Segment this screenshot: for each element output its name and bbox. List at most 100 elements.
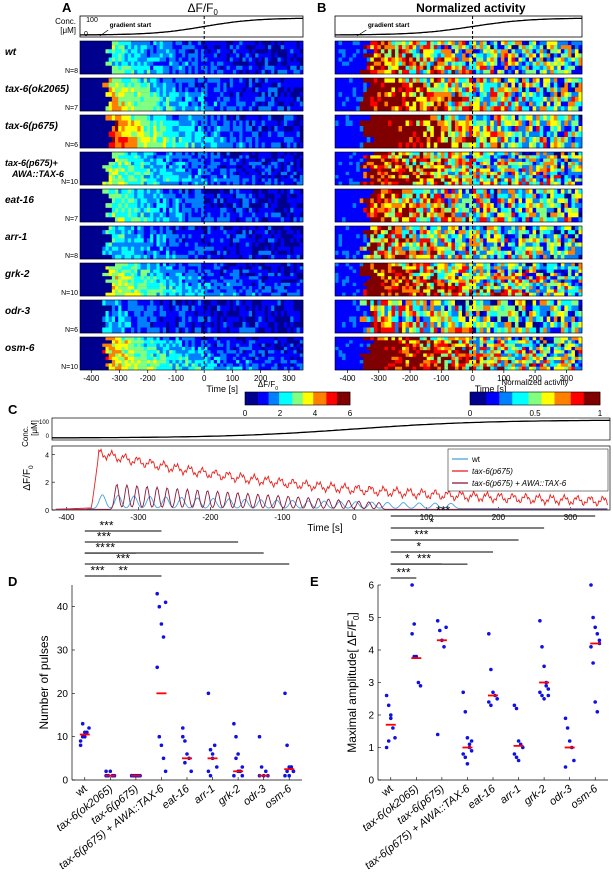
heatmap-cell bbox=[220, 279, 224, 283]
heatmap-cell bbox=[188, 193, 192, 199]
heatmap-cell bbox=[264, 230, 269, 235]
heatmap-cell bbox=[226, 96, 231, 102]
heatmap-cell bbox=[181, 269, 186, 274]
heatmap-cell bbox=[178, 165, 183, 169]
heatmap-cell bbox=[102, 322, 106, 328]
heatmap-cell bbox=[191, 96, 195, 102]
heatmap-cell bbox=[264, 178, 269, 182]
heatmap-cell bbox=[111, 292, 116, 297]
heatmap-cell bbox=[137, 203, 141, 209]
heatmap-cell bbox=[111, 242, 116, 247]
heatmap-cell bbox=[283, 106, 288, 112]
heatmap-cell bbox=[156, 198, 160, 204]
heatmap-cell bbox=[242, 168, 246, 172]
heatmap-cell bbox=[99, 96, 103, 102]
heatmap-cell bbox=[166, 142, 170, 149]
heatmap-cell bbox=[248, 246, 253, 251]
heatmap-cell bbox=[229, 115, 234, 121]
heatmap-cell bbox=[242, 115, 246, 121]
heatmap-cell bbox=[245, 78, 250, 83]
heatmap-cell bbox=[156, 115, 160, 121]
heatmap-cell bbox=[86, 155, 90, 159]
heatmap-cell bbox=[232, 181, 237, 186]
heatmap-cell bbox=[271, 212, 275, 218]
heatmap-cell bbox=[159, 346, 164, 351]
heatmap-cell bbox=[290, 276, 294, 280]
heatmap-cell bbox=[216, 279, 221, 283]
heatmap-cell bbox=[229, 82, 234, 88]
heatmap-cell bbox=[175, 106, 180, 112]
heatmap-cell bbox=[213, 316, 218, 323]
heatmap-cell bbox=[159, 272, 164, 277]
heatmap-cell bbox=[287, 61, 291, 66]
heatmap-cell bbox=[213, 234, 218, 239]
heatmap-cell bbox=[134, 300, 138, 306]
heatmap-cell bbox=[223, 286, 227, 290]
heatmap-cell bbox=[159, 203, 164, 209]
heatmap-cell bbox=[118, 161, 122, 166]
heatmap-cell bbox=[242, 286, 246, 290]
heatmap-cell bbox=[166, 311, 170, 317]
heatmap-cell bbox=[185, 356, 189, 361]
heatmap-cell bbox=[124, 115, 129, 121]
heatmap-cell bbox=[191, 171, 195, 176]
heatmap-cell bbox=[150, 263, 154, 267]
heatmap-cell bbox=[146, 234, 151, 239]
heatmap-cell bbox=[86, 217, 90, 223]
heatmap-cell bbox=[166, 92, 170, 98]
heatmap-cell bbox=[267, 137, 272, 143]
heatmap-cell bbox=[261, 142, 266, 149]
heatmap-cell bbox=[271, 69, 275, 75]
heatmap-cell bbox=[280, 226, 285, 231]
heatmap-cell bbox=[204, 311, 208, 317]
heatmap-cell bbox=[130, 69, 135, 75]
heatmap-cell bbox=[293, 82, 297, 88]
heatmap-cell bbox=[188, 316, 192, 323]
heatmap-cell bbox=[130, 234, 135, 239]
heatmap-cell bbox=[226, 272, 231, 277]
heatmap-cell bbox=[204, 263, 208, 267]
heatmap-cell bbox=[185, 322, 189, 328]
heatmap-cell bbox=[166, 101, 170, 107]
heatmap-cell bbox=[146, 120, 151, 127]
heatmap-cell bbox=[229, 193, 234, 199]
heatmap-cell bbox=[290, 168, 294, 172]
heatmap-cell bbox=[99, 126, 103, 132]
heatmap-cell bbox=[299, 131, 304, 138]
heatmap-cell bbox=[185, 250, 189, 256]
heatmap-cell bbox=[258, 327, 262, 334]
heatmap-cell bbox=[185, 137, 189, 143]
heatmap-cell bbox=[95, 181, 100, 186]
heatmap-cell bbox=[245, 115, 250, 121]
heatmap-cell bbox=[242, 158, 246, 163]
heatmap-cell bbox=[271, 131, 275, 138]
heatmap-cell bbox=[280, 337, 285, 341]
heatmap-cell bbox=[277, 217, 281, 223]
heatmap-cell bbox=[201, 82, 205, 88]
heatmap-cell bbox=[169, 226, 173, 231]
heatmap-cell bbox=[121, 286, 125, 290]
heatmap-cell bbox=[118, 230, 122, 235]
heatmap-cell bbox=[287, 171, 291, 176]
heatmap-cell bbox=[194, 217, 199, 223]
heatmap-cell bbox=[102, 115, 106, 121]
heatmap-cell bbox=[188, 137, 192, 143]
heatmap-cell bbox=[194, 171, 199, 176]
heatmap-cell bbox=[271, 337, 275, 341]
heatmap-cell bbox=[146, 193, 151, 199]
heatmap-cell bbox=[102, 250, 106, 256]
heatmap-cell bbox=[140, 96, 145, 102]
heatmap-cell bbox=[181, 106, 186, 112]
heatmap-cell bbox=[280, 269, 285, 274]
heatmap-cell bbox=[92, 57, 97, 62]
heatmap-cell bbox=[146, 266, 151, 270]
heatmap-cell bbox=[92, 171, 97, 176]
heatmap-cell bbox=[194, 250, 199, 256]
heatmap-cell bbox=[280, 65, 285, 71]
heatmap-cell bbox=[95, 246, 100, 251]
heatmap-cell bbox=[271, 171, 275, 176]
heatmap-cell bbox=[248, 234, 253, 239]
heatmap-cell bbox=[287, 126, 291, 132]
heatmap-cell bbox=[248, 254, 253, 260]
heatmap-cell bbox=[83, 350, 87, 354]
